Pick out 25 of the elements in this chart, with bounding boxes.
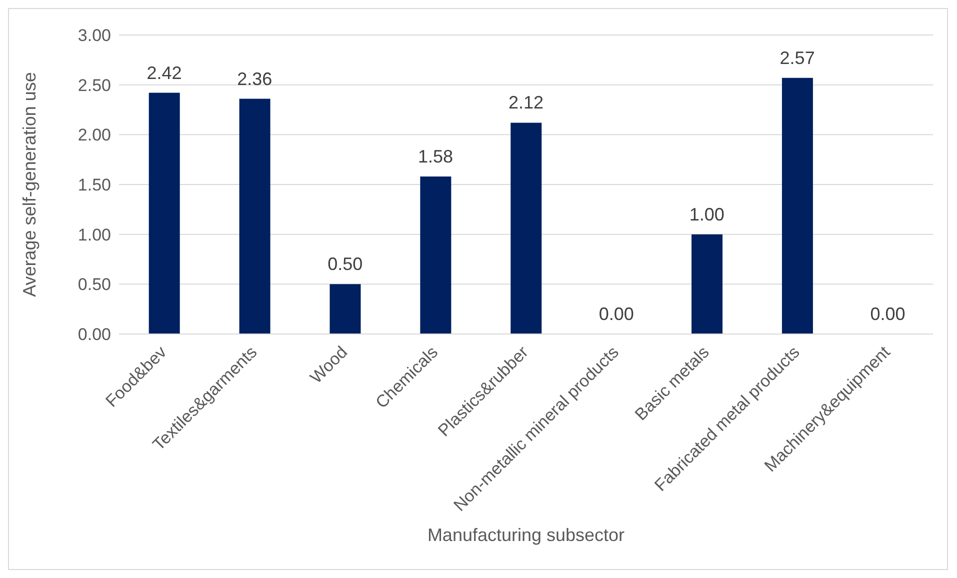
- data-label: 1.58: [418, 146, 454, 167]
- bar: [148, 92, 180, 334]
- y-tick-label: 2.00: [78, 126, 111, 145]
- bar: [330, 284, 361, 334]
- data-label: 0.50: [328, 254, 363, 274]
- data-label: 2.42: [146, 62, 182, 83]
- y-tick-label: 3.00: [78, 26, 111, 46]
- data-label: 2.12: [508, 92, 544, 113]
- bar: [239, 98, 270, 334]
- data-label: 0.00: [870, 304, 906, 324]
- bar: [692, 234, 723, 334]
- y-tick-label: 0.00: [78, 325, 111, 344]
- bar: [510, 122, 542, 334]
- y-tick-label: 2.50: [78, 76, 111, 95]
- y-axis-title: Average self-generation use: [19, 72, 40, 297]
- bar: [782, 78, 813, 334]
- data-label: 1.00: [689, 204, 724, 224]
- y-tick-label: 1.50: [78, 176, 111, 195]
- x-axis-title: Manufacturing subsector: [427, 525, 625, 545]
- data-label: 0.00: [598, 304, 634, 324]
- data-label: 2.57: [780, 48, 815, 68]
- data-label: 2.36: [237, 68, 272, 89]
- y-tick-label: 1.00: [78, 225, 111, 244]
- bar: [420, 176, 452, 334]
- y-tick-label: 0.50: [78, 275, 111, 294]
